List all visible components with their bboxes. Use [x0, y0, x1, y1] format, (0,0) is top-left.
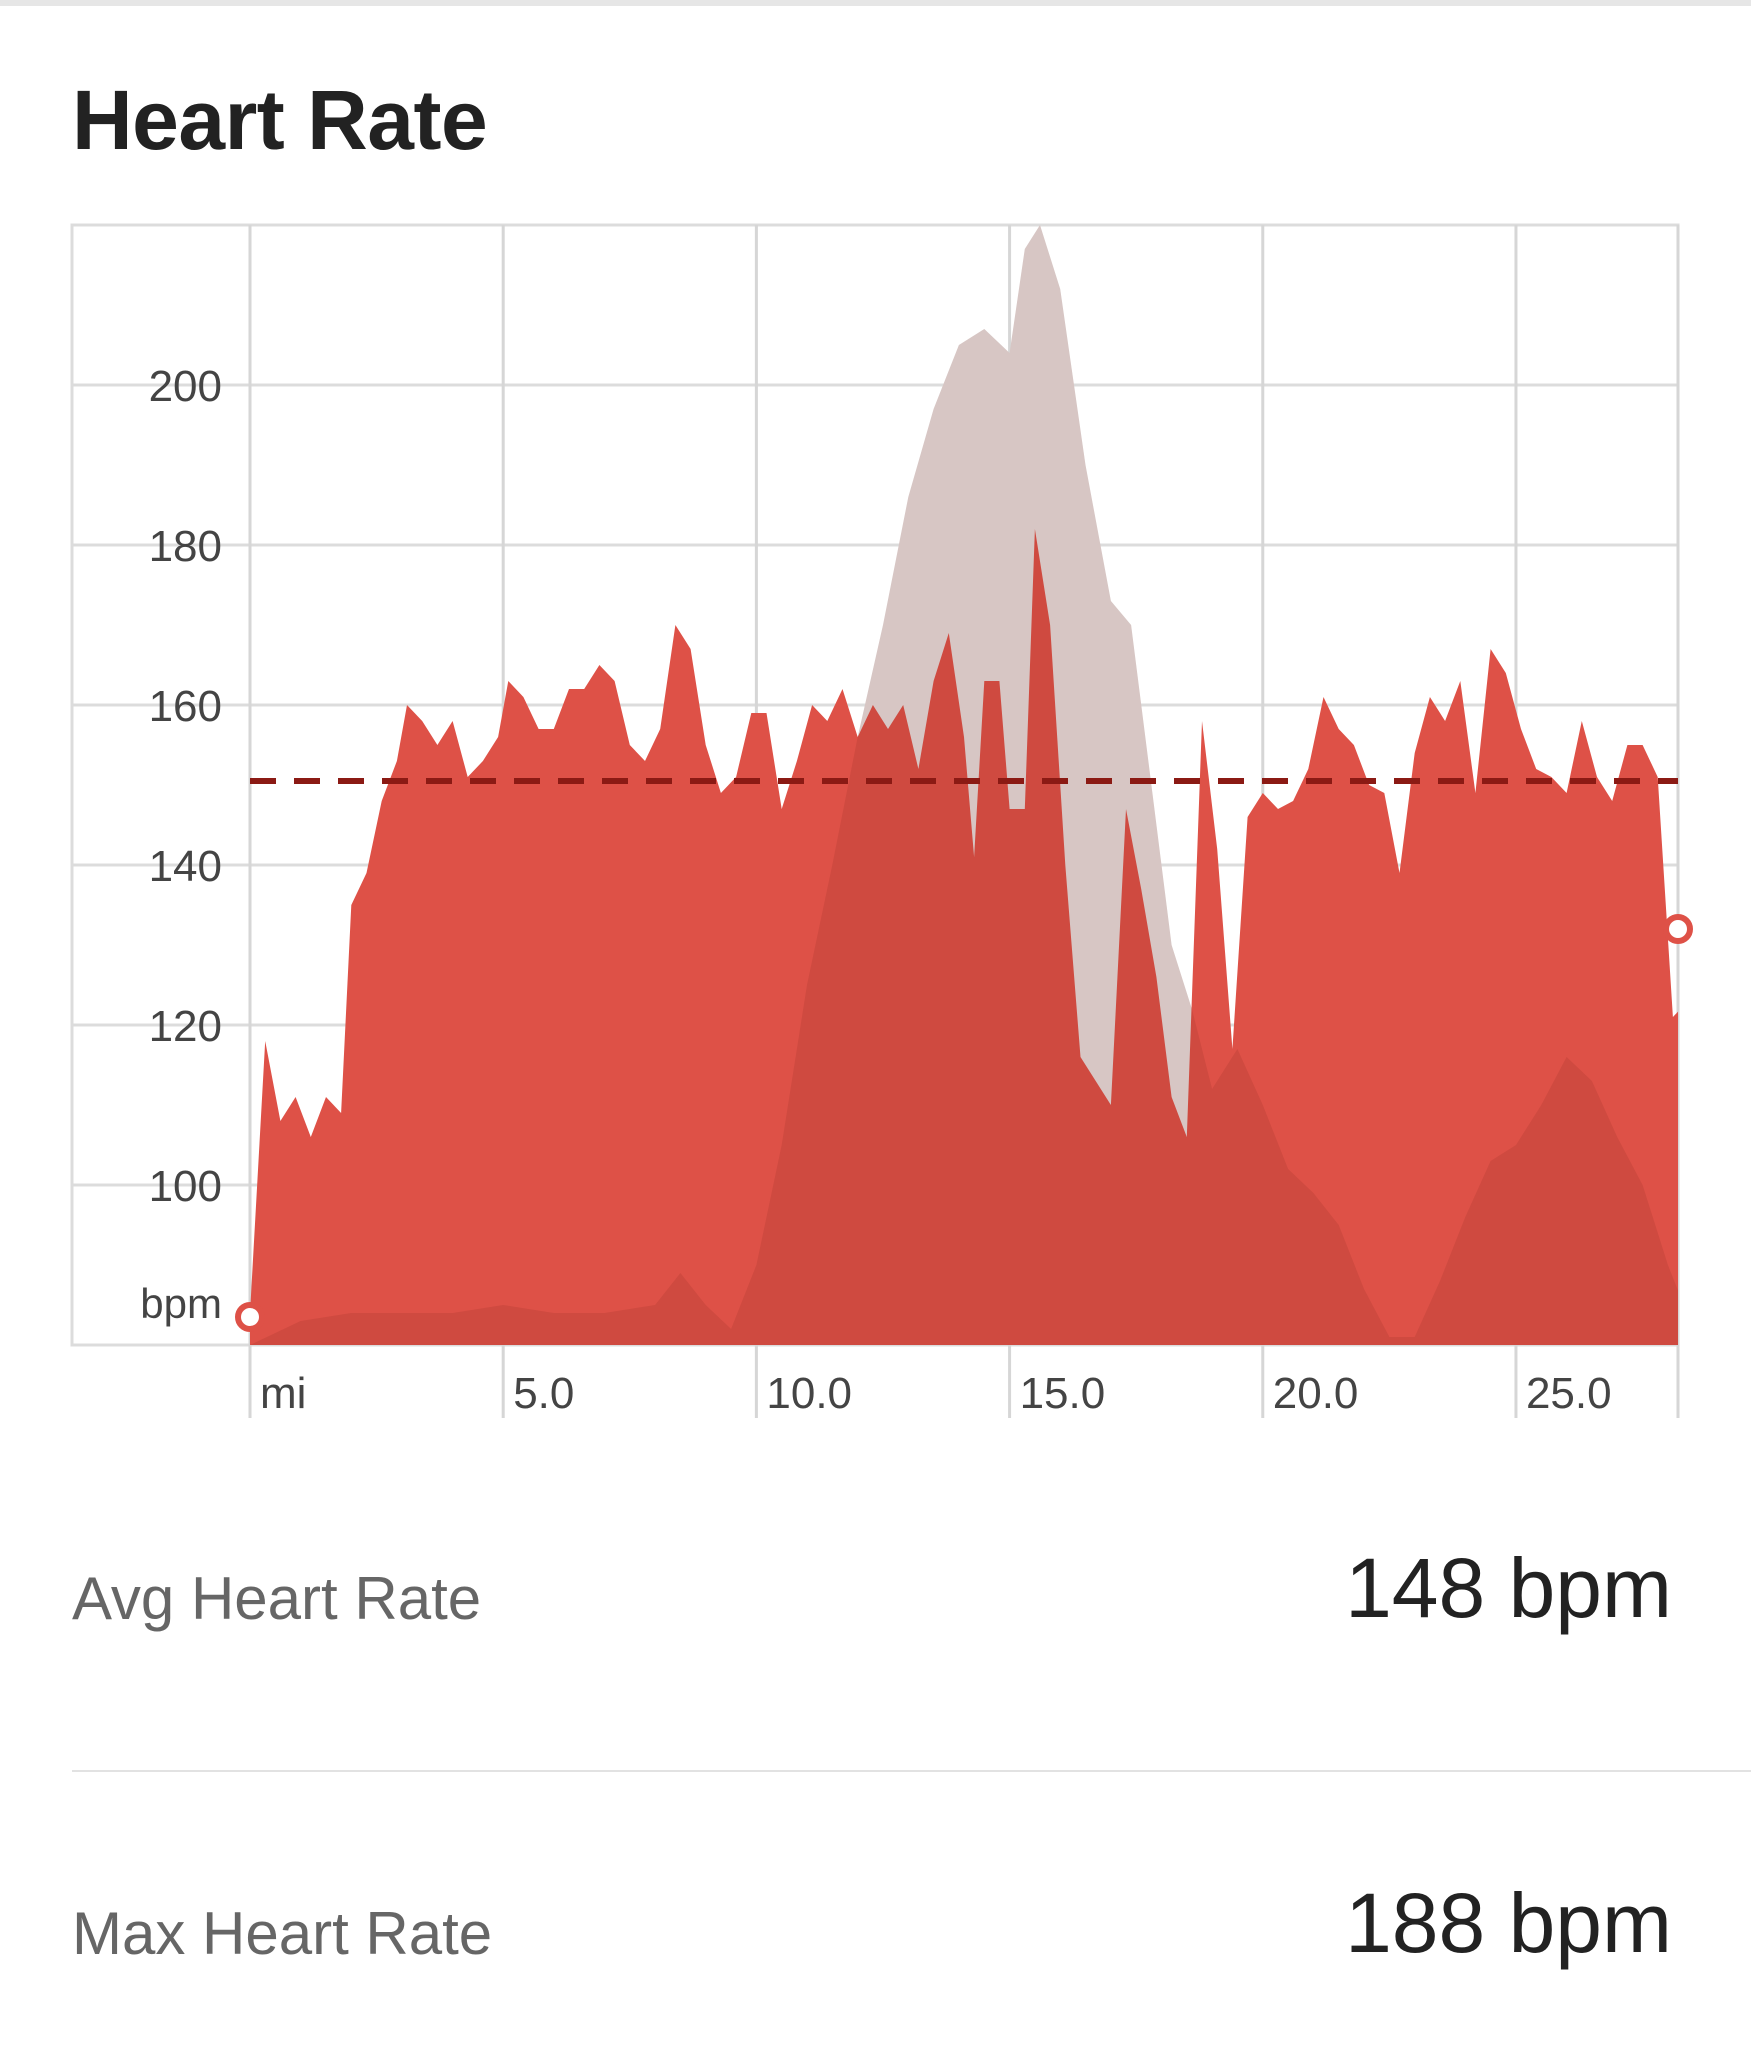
x-tick-label: 20.0 [1273, 1369, 1359, 1418]
x-tick-label: 15.0 [1020, 1369, 1106, 1418]
y-tick-label: 120 [149, 1002, 222, 1051]
y-tick-label: 180 [149, 522, 222, 571]
avg-heart-rate-label: Avg Heart Rate [72, 1565, 482, 1632]
stat-row-max: Max Heart Rate 188 bpm [72, 1875, 1672, 1995]
top-divider [0, 0, 1751, 6]
elevation-overlay [250, 225, 1678, 1345]
x-tick-label: 25.0 [1526, 1369, 1612, 1418]
page-title: Heart Rate [72, 73, 488, 167]
x-axis-unit-label: mi [260, 1369, 306, 1418]
y-tick-label: 200 [149, 362, 222, 411]
x-tick-label: 5.0 [513, 1369, 574, 1418]
max-heart-rate-value: 188 bpm [1345, 1876, 1672, 1970]
avg-heart-rate-value: 148 bpm [1345, 1541, 1672, 1635]
start-marker [235, 1302, 265, 1332]
stats-divider [72, 1770, 1751, 1772]
y-tick-label: 100 [149, 1162, 222, 1211]
y-tick-label: 160 [149, 682, 222, 731]
y-tick-label: 140 [149, 842, 222, 891]
stat-row-avg: Avg Heart Rate 148 bpm [72, 1540, 1672, 1660]
max-heart-rate-label: Max Heart Rate [72, 1900, 493, 1967]
heart-rate-area [250, 529, 1678, 1345]
y-axis-unit-label: bpm [140, 1280, 222, 1327]
x-tick-label: 10.0 [766, 1369, 852, 1418]
end-marker [1663, 914, 1693, 944]
